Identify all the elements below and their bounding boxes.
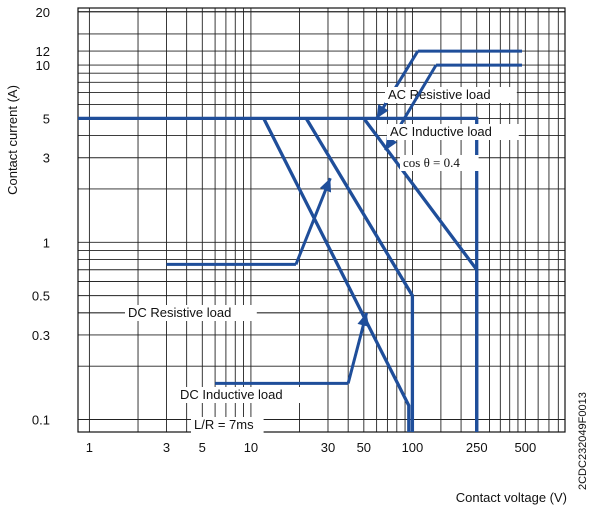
dc-resistive-load-curve [304, 117, 415, 432]
y-tick-label: 12 [36, 44, 50, 59]
ac-inductive-load-label-background [387, 124, 519, 140]
y-tick-label: 5 [43, 111, 50, 126]
x-tick-label: 5 [199, 440, 206, 455]
cos-theta-label-background [400, 155, 479, 171]
y-axis-title: Contact current (A) [5, 85, 20, 195]
x-tick-label: 250 [466, 440, 488, 455]
ac-resistive-load-leader [375, 50, 420, 120]
x-axis-title: Contact voltage (V) [456, 490, 567, 505]
x-tick-label: 30 [321, 440, 335, 455]
x-tick-label: 500 [514, 440, 536, 455]
dc-inductive-load-curve [262, 117, 411, 432]
y-tick-label: 3 [43, 151, 50, 166]
annotations: AC Resistive load AC Inductive load cos θ … [125, 49, 522, 433]
y-tick-label: 0.1 [32, 412, 50, 427]
ac-resistive-load-label-background [385, 87, 517, 103]
x-tick-label: 3 [163, 440, 170, 455]
x-tick-labels: 1 3 5 10 30 50 100 250 500 [86, 440, 536, 455]
y-tick-label: 20 [36, 5, 50, 20]
y-tick-label: 0.5 [32, 289, 50, 304]
cos-theta-label: cos θ = 0.4 [403, 155, 460, 170]
ac-inductive-load-label: AC Inductive load [390, 124, 492, 139]
dc-inductive-load-label-background [177, 387, 309, 403]
grid [78, 8, 565, 432]
ac-resistive-load-arrowhead [376, 104, 389, 119]
lr-ratio-label-background [191, 417, 264, 433]
plot-frame [77, 7, 566, 433]
lr-ratio-label: L/R = 7ms [194, 417, 254, 432]
dc-resistive-load-arrowhead [319, 178, 332, 193]
figure-code: 2CDC232049F0013 [577, 392, 589, 490]
dc-inductive-load-label: DC Inductive load [180, 387, 283, 402]
y-tick-label: 1 [43, 235, 50, 250]
x-tick-label: 100 [402, 440, 424, 455]
x-tick-label: 50 [357, 440, 371, 455]
y-tick-label: 10 [36, 58, 50, 73]
x-tick-label: 1 [86, 440, 93, 455]
dc-resistive-load-label: DC Resistive load [128, 305, 231, 320]
dc-inductive-load-arrowhead [357, 312, 370, 327]
x-tick-label: 10 [244, 440, 258, 455]
y-tick-label: 0.3 [32, 328, 50, 343]
dc-resistive-load-leader [294, 177, 332, 265]
plot-border [77, 7, 566, 433]
dc-resistive-load-label-background [125, 305, 257, 321]
ac-resistive-load-label: AC Resistive load [388, 87, 491, 102]
